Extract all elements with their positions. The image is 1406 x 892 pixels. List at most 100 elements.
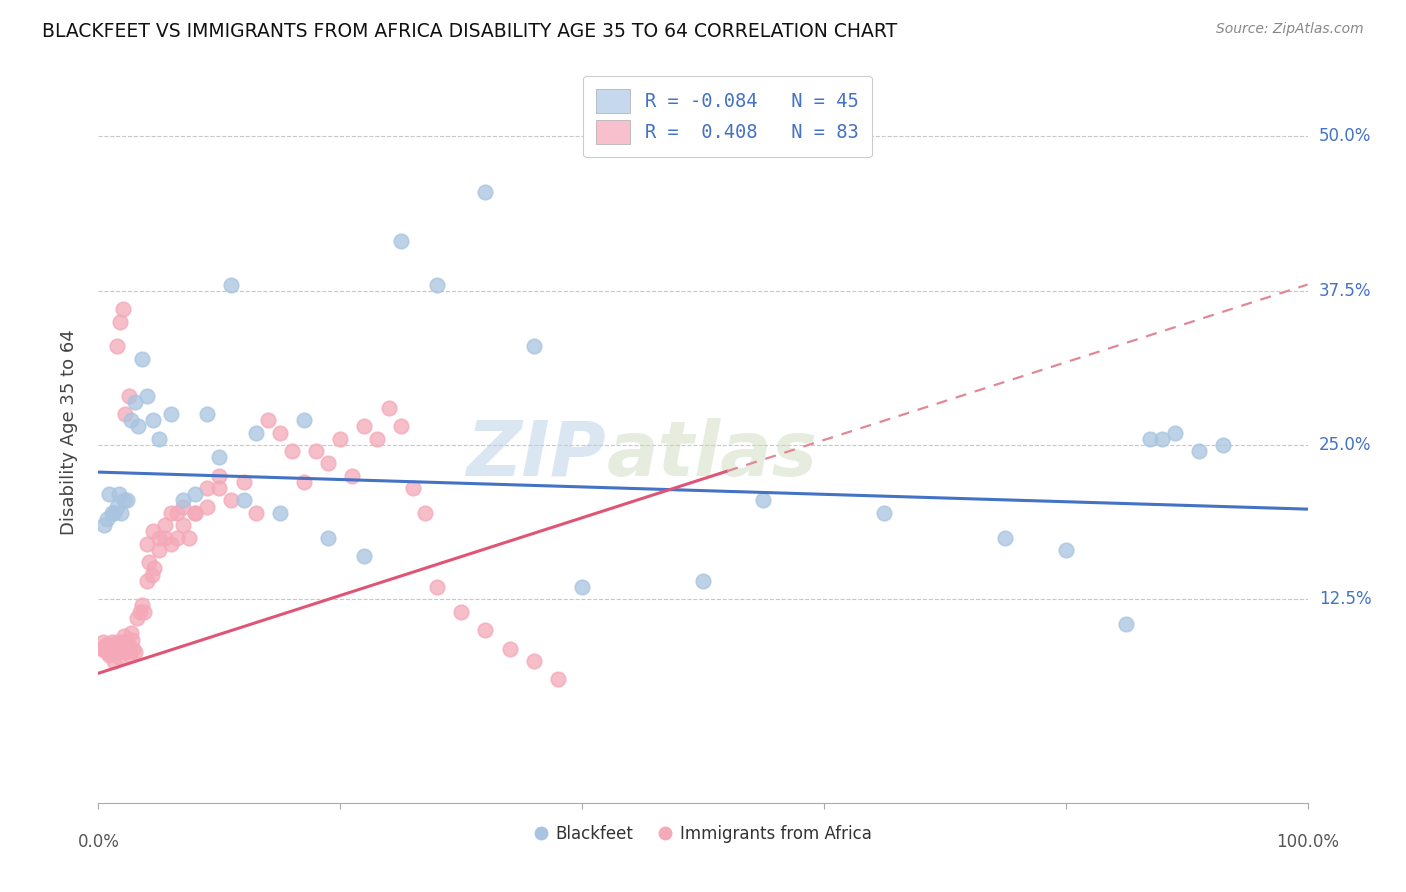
Point <box>131 599 153 613</box>
Point <box>142 413 165 427</box>
Point <box>110 506 132 520</box>
Point <box>523 339 546 353</box>
Point <box>1139 432 1161 446</box>
Point <box>100 645 122 659</box>
Point <box>172 518 194 533</box>
Point <box>221 277 243 292</box>
Point <box>153 531 176 545</box>
Point <box>195 481 218 495</box>
Point <box>100 635 122 649</box>
Point <box>426 580 449 594</box>
Point <box>117 493 139 508</box>
Point <box>402 481 425 495</box>
Point <box>474 185 496 199</box>
Point <box>98 648 121 662</box>
Point <box>329 432 352 446</box>
Point <box>112 629 135 643</box>
Point <box>160 536 183 550</box>
Point <box>245 506 267 520</box>
Text: ZIP: ZIP <box>467 417 606 491</box>
Point <box>208 481 231 495</box>
Point <box>111 302 134 317</box>
Point <box>117 635 139 649</box>
Point <box>172 493 194 508</box>
Point <box>148 432 170 446</box>
Point <box>114 635 136 649</box>
Text: 100.0%: 100.0% <box>1277 833 1339 851</box>
Point <box>115 645 138 659</box>
Point <box>93 641 115 656</box>
Point <box>120 413 142 427</box>
Point <box>305 444 328 458</box>
Point <box>353 549 375 563</box>
Point <box>114 407 136 421</box>
Point <box>131 351 153 366</box>
Point <box>96 645 118 659</box>
Point <box>148 542 170 557</box>
Point <box>292 413 315 427</box>
Point <box>135 389 157 403</box>
Legend: Blackfeet, Immigrants from Africa: Blackfeet, Immigrants from Africa <box>527 819 879 850</box>
Point <box>269 425 291 440</box>
Point <box>100 506 122 520</box>
Point <box>124 645 146 659</box>
Text: 12.5%: 12.5% <box>1319 591 1371 608</box>
Point <box>138 555 160 569</box>
Point <box>127 611 149 625</box>
Text: Source: ZipAtlas.com: Source: ZipAtlas.com <box>1216 22 1364 37</box>
Point <box>184 506 207 520</box>
Point <box>94 638 117 652</box>
Point <box>103 506 125 520</box>
Point <box>108 315 131 329</box>
Point <box>172 500 194 514</box>
Point <box>232 475 254 489</box>
Point <box>450 605 472 619</box>
Point <box>112 493 135 508</box>
Text: 37.5%: 37.5% <box>1319 282 1371 300</box>
Point <box>1212 438 1234 452</box>
Point <box>153 518 176 533</box>
Point <box>208 468 231 483</box>
Point <box>1163 425 1185 440</box>
Point <box>523 654 546 668</box>
Point <box>498 641 520 656</box>
Text: atlas: atlas <box>606 417 817 491</box>
Point <box>281 444 304 458</box>
Point <box>547 673 569 687</box>
Point <box>91 641 114 656</box>
Point <box>120 625 142 640</box>
Point <box>107 640 129 655</box>
Y-axis label: Disability Age 35 to 64: Disability Age 35 to 64 <box>59 330 77 535</box>
Point <box>98 487 121 501</box>
Point <box>1188 444 1211 458</box>
Point <box>571 580 593 594</box>
Point <box>103 654 125 668</box>
Point <box>105 339 128 353</box>
Point <box>179 531 201 545</box>
Point <box>104 645 127 659</box>
Text: 50.0%: 50.0% <box>1319 128 1371 145</box>
Point <box>160 407 183 421</box>
Text: 25.0%: 25.0% <box>1319 436 1371 454</box>
Text: BLACKFEET VS IMMIGRANTS FROM AFRICA DISABILITY AGE 35 TO 64 CORRELATION CHART: BLACKFEET VS IMMIGRANTS FROM AFRICA DISA… <box>42 22 897 41</box>
Point <box>342 468 364 483</box>
Point <box>110 635 132 649</box>
Point <box>316 531 339 545</box>
Point <box>245 425 267 440</box>
Point <box>292 475 315 489</box>
Point <box>195 407 218 421</box>
Point <box>1115 616 1137 631</box>
Point <box>93 518 115 533</box>
Point <box>124 394 146 409</box>
Point <box>141 567 163 582</box>
Point <box>232 493 254 508</box>
Point <box>118 648 141 662</box>
Point <box>91 635 114 649</box>
Point <box>101 641 124 656</box>
Point <box>1054 542 1077 557</box>
Point <box>122 641 145 656</box>
Point <box>353 419 375 434</box>
Point <box>111 638 134 652</box>
Point <box>195 500 218 514</box>
Point <box>184 506 207 520</box>
